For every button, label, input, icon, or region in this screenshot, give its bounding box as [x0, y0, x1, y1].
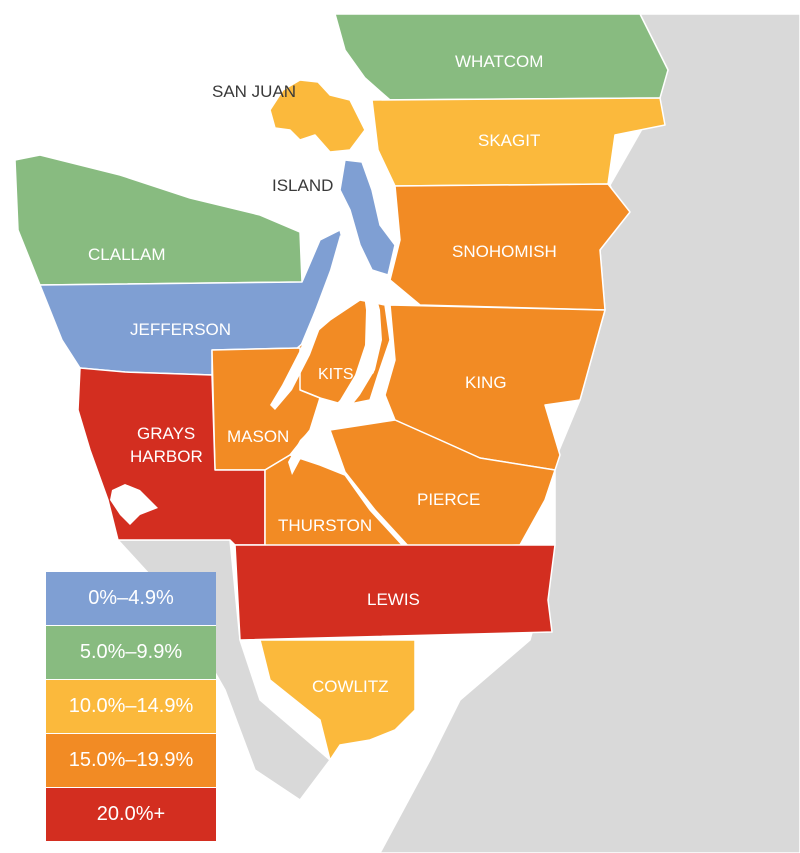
label-mason: MASON — [227, 427, 290, 446]
label-grays: GRAYS — [137, 424, 196, 443]
legend-item-0-4.9: 0%–4.9% — [46, 572, 216, 626]
legend-item-20-plus: 20.0%+ — [46, 788, 216, 842]
county-skagit — [371, 97, 666, 187]
label-lewis: LEWIS — [367, 590, 420, 609]
label-snohomish: SNOHOMISH — [452, 242, 557, 261]
label-whatcom: WHATCOM — [455, 52, 544, 71]
label-san-juan: SAN JUAN — [212, 82, 297, 101]
legend-item-5-9.9: 5.0%–9.9% — [46, 626, 216, 680]
county-island — [339, 159, 396, 276]
label-pierce: PIERCE — [417, 490, 481, 509]
label-island: ISLAND — [272, 176, 334, 195]
hood-canal-water — [270, 235, 348, 410]
legend-item-15-19.9: 15.0%–19.9% — [46, 734, 216, 788]
legend: 0%–4.9% 5.0%–9.9% 10.0%–14.9% 15.0%–19.9… — [46, 572, 216, 842]
label-jefferson: JEFFERSON — [130, 320, 232, 339]
label-thurston: THURSTON — [278, 516, 373, 535]
label-cowlitz: COWLITZ — [312, 677, 389, 696]
county-cowlitz — [259, 639, 416, 761]
label-kitsap: KITSAP — [318, 366, 375, 383]
label-king: KING — [465, 373, 507, 392]
county-clallam — [14, 154, 303, 286]
county-lewis — [234, 544, 556, 641]
legend-item-10-14.9: 10.0%–14.9% — [46, 680, 216, 734]
label-harbor: HARBOR — [130, 447, 203, 466]
grays-harbor-bay-water — [110, 484, 158, 525]
county-san-juan — [269, 79, 366, 153]
county-pierce — [329, 419, 556, 549]
label-clallam: CLALLAM — [88, 245, 166, 264]
label-skagit: SKAGIT — [478, 131, 541, 150]
puget-sound-water — [288, 265, 382, 475]
